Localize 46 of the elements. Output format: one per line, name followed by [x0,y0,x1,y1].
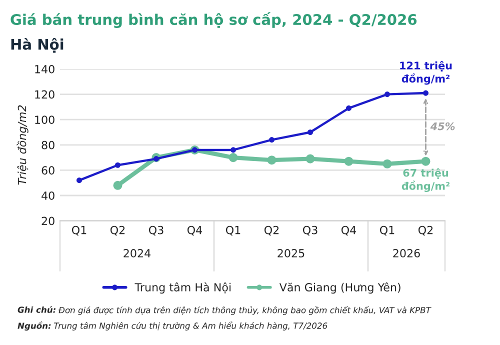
point [114,162,121,168]
text: 2026 [393,249,420,258]
legend-label: Văn Giang (Hưng Yên) [279,282,400,294]
point [153,156,160,162]
x-tick-label: Q1 [226,226,240,236]
legend-label: Trung tâm Hà Nội [134,282,231,294]
point [268,137,275,143]
y-tick-label: 120 [35,90,54,99]
x-tick-label: Q2 [110,226,125,236]
y-tick-label: 80 [42,140,54,150]
y-axis-title: Triệu đồng/m2 [16,105,28,185]
x-tick-label: Q4 [187,226,202,236]
chart-subtitle: Hà Nội [11,38,64,53]
x-tick-label: Q2 [264,226,279,236]
point [422,90,429,96]
x-tick-label: Q3 [302,226,318,236]
annotation: 67 triệu đồng/m² [402,168,450,192]
x-tick-label: Q4 [341,226,356,236]
point [228,153,238,162]
y-tick-label: 60 [42,166,54,175]
point [421,156,430,166]
text: Ghi chú: Đơn giá được tính dựa trên diện tích thông thủy, không bao gồm chiết khấu, VAT và KPBT [18,306,432,315]
x-tick-label: Q1 [380,226,394,236]
y-tick-label: 140 [35,64,54,74]
point [230,147,236,153]
text: 2025 [278,249,304,258]
point [344,156,354,166]
point [382,159,392,168]
point [346,105,352,111]
x-tick-label: Q3 [148,226,164,236]
x-tick-label: Q1 [72,226,86,236]
text: Nguồn: Trung tâm Nghiên cứu thị trường & Am hiểu khách hàng, T7/2026 [18,321,328,331]
point [307,129,314,136]
chart-title: Giá bán trung bình căn hộ sơ cấp, 2024 - Q2/2026 [10,12,417,28]
point [76,178,82,184]
y-tick-label: 20 [42,216,54,226]
annotation: 121 triệu đồng/m² [400,60,452,85]
annotation: 45% [430,122,455,130]
point [267,156,276,165]
point [306,154,315,164]
y-tick-label: 40 [42,191,54,200]
y-tick-label: 100 [35,116,54,124]
text: 2024 [124,249,151,258]
point [113,180,122,190]
x-tick-label: Q2 [418,226,433,236]
point [384,92,390,98]
